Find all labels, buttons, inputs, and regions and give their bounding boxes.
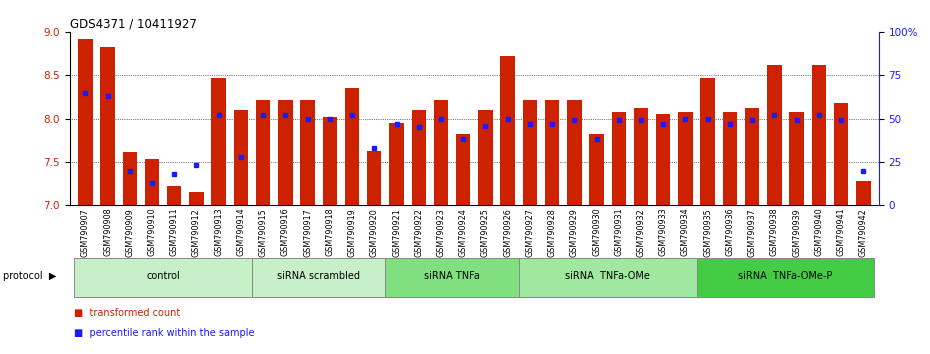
Text: GSM790942: GSM790942 <box>858 208 868 257</box>
Text: GSM790913: GSM790913 <box>214 208 223 256</box>
Text: GSM790921: GSM790921 <box>392 208 401 257</box>
Text: GSM790916: GSM790916 <box>281 208 290 256</box>
Text: GSM790923: GSM790923 <box>436 208 445 257</box>
Text: GSM790932: GSM790932 <box>636 208 645 257</box>
Bar <box>252 258 385 297</box>
Text: GSM790929: GSM790929 <box>570 208 578 257</box>
Bar <box>745 108 760 205</box>
Bar <box>145 159 159 205</box>
Text: GSM790909: GSM790909 <box>126 208 134 257</box>
Bar <box>567 99 581 205</box>
Bar <box>345 88 359 205</box>
Bar <box>278 99 293 205</box>
Text: GSM790935: GSM790935 <box>703 208 712 257</box>
Bar <box>697 258 874 297</box>
Text: GSM790911: GSM790911 <box>169 208 179 256</box>
Text: GSM790936: GSM790936 <box>725 208 735 256</box>
Text: GSM790920: GSM790920 <box>370 208 379 257</box>
Bar <box>834 103 848 205</box>
Text: GSM790926: GSM790926 <box>503 208 512 257</box>
Text: GSM790930: GSM790930 <box>592 208 601 256</box>
Text: siRNA  TNFa-OMe-P: siRNA TNFa-OMe-P <box>738 271 832 281</box>
Text: GSM790939: GSM790939 <box>792 208 801 257</box>
Bar <box>519 258 697 297</box>
Text: GSM790927: GSM790927 <box>525 208 535 257</box>
Bar <box>233 110 248 205</box>
Bar <box>411 110 426 205</box>
Bar <box>678 112 693 205</box>
Bar <box>385 258 519 297</box>
Text: GSM790940: GSM790940 <box>815 208 823 256</box>
Bar <box>633 108 648 205</box>
Text: GSM790928: GSM790928 <box>548 208 556 257</box>
Bar <box>123 152 137 205</box>
Bar <box>256 99 271 205</box>
Text: GSM790924: GSM790924 <box>458 208 468 257</box>
Text: GSM790931: GSM790931 <box>615 208 623 256</box>
Bar <box>812 65 826 205</box>
Text: GSM790910: GSM790910 <box>148 208 156 256</box>
Text: GSM790933: GSM790933 <box>658 208 668 256</box>
Bar <box>857 181 870 205</box>
Bar <box>456 134 471 205</box>
Text: GDS4371 / 10411927: GDS4371 / 10411927 <box>70 17 196 30</box>
Text: GSM790941: GSM790941 <box>837 208 845 256</box>
Text: GSM790938: GSM790938 <box>770 208 779 256</box>
Bar <box>211 78 226 205</box>
Text: GSM790934: GSM790934 <box>681 208 690 256</box>
Text: GSM790915: GSM790915 <box>259 208 268 257</box>
Bar <box>767 65 781 205</box>
Text: GSM790937: GSM790937 <box>748 208 757 257</box>
Text: GSM790908: GSM790908 <box>103 208 112 256</box>
Bar <box>367 151 381 205</box>
Text: GSM790918: GSM790918 <box>326 208 334 256</box>
Bar <box>323 117 337 205</box>
Text: GSM790912: GSM790912 <box>192 208 201 257</box>
Text: GSM790907: GSM790907 <box>81 208 90 257</box>
Text: ■  percentile rank within the sample: ■ percentile rank within the sample <box>74 328 255 338</box>
Bar <box>189 192 204 205</box>
Text: GSM790919: GSM790919 <box>348 208 356 257</box>
Text: protocol  ▶: protocol ▶ <box>3 271 56 281</box>
Text: ■  transformed count: ■ transformed count <box>74 308 180 318</box>
Text: GSM790917: GSM790917 <box>303 208 312 257</box>
Bar <box>523 99 538 205</box>
Bar <box>390 123 404 205</box>
Bar <box>612 112 626 205</box>
Bar <box>100 47 114 205</box>
Bar <box>700 78 715 205</box>
Bar <box>790 112 804 205</box>
Text: GSM790914: GSM790914 <box>236 208 246 256</box>
Text: siRNA TNFa: siRNA TNFa <box>424 271 480 281</box>
Text: control: control <box>146 271 180 281</box>
Bar <box>545 99 559 205</box>
Text: GSM790922: GSM790922 <box>414 208 423 257</box>
Bar <box>300 99 315 205</box>
Text: siRNA  TNFa-OMe: siRNA TNFa-OMe <box>565 271 650 281</box>
Bar <box>723 112 737 205</box>
Bar <box>590 134 604 205</box>
Bar <box>78 39 92 205</box>
Text: GSM790925: GSM790925 <box>481 208 490 257</box>
Bar <box>167 186 181 205</box>
Bar <box>433 99 448 205</box>
Bar <box>500 56 515 205</box>
Text: siRNA scrambled: siRNA scrambled <box>277 271 360 281</box>
Bar <box>478 110 493 205</box>
Bar <box>656 114 671 205</box>
Bar <box>74 258 252 297</box>
